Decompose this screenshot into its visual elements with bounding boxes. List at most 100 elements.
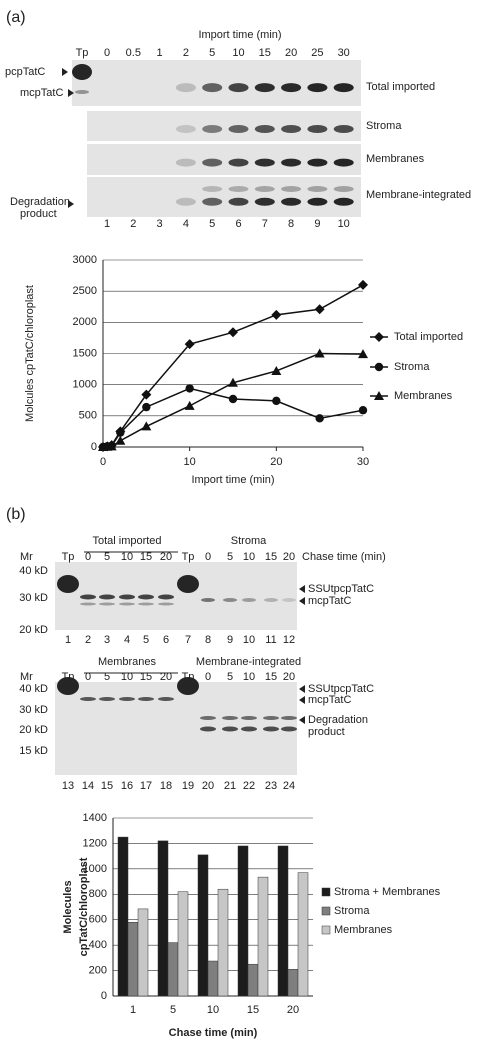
- marker: [272, 396, 281, 406]
- mr-label: Mr: [20, 671, 33, 683]
- y-tick-label: 400: [89, 939, 107, 951]
- marker: [314, 304, 325, 315]
- lane-number: 10: [243, 634, 255, 646]
- bar: [177, 891, 189, 997]
- mr-marker: 40 kD: [19, 565, 48, 577]
- time-label: 15: [140, 671, 152, 683]
- lane-number: 12: [283, 634, 295, 646]
- marker: [358, 406, 368, 415]
- marker: [374, 332, 384, 342]
- gel-band: [333, 158, 354, 167]
- lane-number: 2: [85, 634, 91, 646]
- lane-number: 11: [265, 634, 276, 646]
- gel-band: [200, 726, 216, 732]
- lane-number: 20: [202, 780, 214, 792]
- gel-band: [222, 726, 238, 732]
- arrow-marker: [299, 597, 305, 605]
- gel-band: [202, 158, 223, 167]
- gel-image: [55, 562, 297, 630]
- lane-number: 4: [124, 634, 130, 646]
- gel-band: [119, 602, 135, 606]
- y-tick-label: 0: [91, 441, 97, 453]
- gel-band: [175, 125, 196, 133]
- gel-band: [177, 575, 199, 593]
- lane-number: 10: [338, 218, 350, 230]
- y-tick-label: 1400: [83, 812, 107, 824]
- legend-swatch: [321, 887, 331, 897]
- gel-band: [158, 602, 174, 606]
- x-tick-label: 10: [184, 456, 196, 468]
- row-label: Membranes: [366, 153, 425, 165]
- lane-number: 3: [104, 634, 110, 646]
- group-label: Membranes: [98, 656, 157, 668]
- mr-marker: 30 kD: [19, 704, 48, 716]
- time-label: 2: [183, 47, 189, 59]
- y-tick-label: 1200: [83, 837, 107, 849]
- legend-label: Membranes: [394, 390, 453, 402]
- group-label: Total imported: [92, 535, 161, 547]
- gel-band: [333, 83, 354, 93]
- legend-label: Stroma + Membranes: [334, 886, 441, 898]
- mr-label: Mr: [20, 551, 33, 563]
- gel-band: [175, 158, 196, 167]
- gel-band: [333, 125, 354, 133]
- gel-band: [72, 64, 92, 80]
- marker: [106, 441, 117, 451]
- row-label: Membrane-integrated: [366, 189, 471, 201]
- time-label: 5: [104, 551, 110, 563]
- axis-title: Import time (min): [198, 29, 281, 41]
- gel-band: [307, 125, 328, 133]
- y-tick-label: 1500: [73, 347, 97, 359]
- marker: [184, 400, 195, 410]
- legend-swatch: [321, 906, 331, 916]
- gel-band: [281, 716, 297, 720]
- gel-band: [281, 83, 302, 93]
- arrow-marker: [299, 585, 305, 593]
- gel-band: [138, 602, 154, 606]
- bar: [167, 942, 179, 997]
- lane-label: Tp: [62, 551, 75, 563]
- gel-label: Degradation: [308, 714, 368, 726]
- gel-label: SSUtpcpTatC: [308, 583, 374, 595]
- marker: [228, 327, 238, 338]
- y-tick-label: 2000: [73, 316, 97, 328]
- gel-band: [254, 158, 275, 167]
- gel-band: [222, 716, 238, 720]
- bar: [137, 908, 149, 997]
- time-label: 20: [283, 671, 295, 683]
- gel-image: [72, 60, 361, 106]
- marker: [228, 377, 238, 387]
- lane-number: 7: [262, 218, 268, 230]
- gel-band: [228, 158, 249, 167]
- gel-band: [254, 186, 275, 192]
- marker: [358, 349, 368, 359]
- time-label: 10: [232, 47, 244, 59]
- gel-image: [55, 682, 297, 775]
- x-tick-label: 10: [207, 1004, 219, 1016]
- y-tick-label: 600: [89, 914, 107, 926]
- time-label: 15: [259, 47, 271, 59]
- lane-number: 2: [130, 218, 136, 230]
- lane-number: 6: [235, 218, 241, 230]
- x-axis-title: Chase time (min): [169, 1027, 258, 1039]
- gel-band: [263, 716, 279, 720]
- lane-number: 22: [243, 780, 255, 792]
- lane-number: 9: [314, 218, 320, 230]
- gel-label: Degradation: [10, 196, 70, 208]
- gel-band: [80, 602, 96, 606]
- marker: [185, 384, 194, 393]
- bar: [207, 960, 219, 997]
- lane-number: 7: [185, 634, 191, 646]
- bar: [217, 888, 229, 997]
- time-label: 20: [283, 551, 295, 563]
- gel-band: [241, 716, 257, 720]
- mr-marker: 40 kD: [19, 683, 48, 695]
- y-tick-label: 1000: [73, 379, 97, 391]
- y-axis-title: cpTatC/chloroplast: [78, 857, 90, 956]
- marker: [141, 389, 152, 400]
- gel-band: [281, 186, 302, 192]
- marker: [358, 279, 368, 290]
- arrow-marker: [299, 696, 305, 704]
- lane-number: 5: [143, 634, 149, 646]
- arrow-marker: [62, 68, 68, 76]
